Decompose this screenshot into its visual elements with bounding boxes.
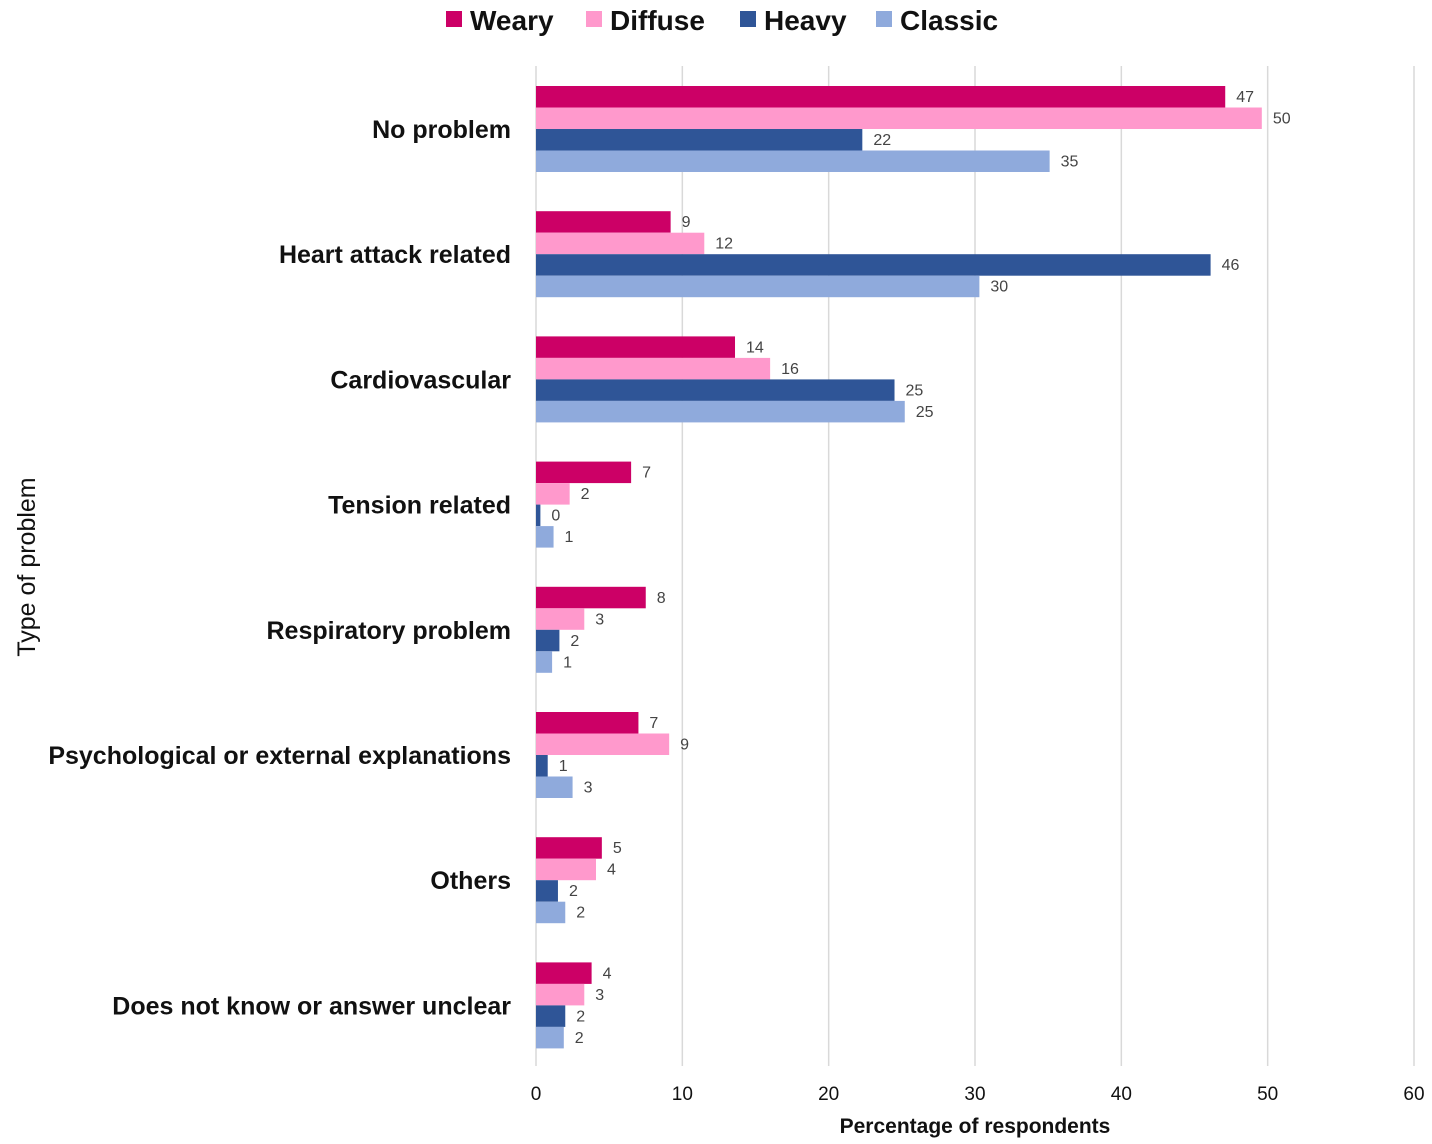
x-tick-label: 20	[818, 1084, 839, 1105]
bar-diffuse	[536, 608, 585, 630]
category-label: Others	[430, 867, 511, 895]
data-label: 2	[575, 1030, 584, 1047]
x-tick-label: 0	[531, 1084, 542, 1105]
data-label: 22	[873, 132, 891, 149]
bar-classic	[536, 526, 554, 548]
bar-diffuse	[536, 107, 1262, 129]
bar-classic	[536, 400, 905, 423]
bar-weary	[536, 461, 632, 484]
data-label: 4	[603, 965, 612, 982]
legend-label-classic: Classic	[900, 5, 998, 36]
bar-classic	[536, 275, 980, 298]
data-label: 35	[1061, 154, 1079, 171]
data-label: 2	[576, 1008, 585, 1025]
legend-label-diffuse: Diffuse	[610, 5, 705, 36]
bar-diffuse	[536, 232, 705, 255]
bar-weary	[536, 86, 1226, 108]
y-axis-title: Type of problem	[13, 477, 41, 656]
data-label: 50	[1273, 111, 1291, 128]
bar-classic	[536, 901, 566, 924]
bar-classic	[536, 651, 553, 673]
data-label: 25	[916, 404, 934, 421]
x-axis-title: Percentage of respondents	[840, 1115, 1111, 1138]
legend-swatch-diffuse	[586, 11, 602, 27]
bar-classic	[536, 1026, 564, 1049]
bar-classic	[536, 776, 573, 798]
data-label: 14	[746, 339, 764, 356]
data-label: 3	[595, 611, 604, 628]
bar-diffuse	[536, 483, 570, 505]
bar-weary	[536, 962, 592, 984]
bar-heavy	[536, 755, 548, 777]
bars	[536, 86, 1262, 1049]
category-label: Respiratory problem	[266, 617, 511, 645]
bar-heavy	[536, 254, 1211, 276]
x-tick-label: 60	[1403, 1084, 1424, 1105]
category-labels: No problem Heart attack related Cardiovasc…	[48, 116, 511, 1020]
bar-weary	[536, 336, 736, 358]
data-label: 3	[595, 987, 604, 1004]
data-label: 47	[1236, 89, 1254, 106]
bar-classic	[536, 150, 1050, 172]
data-label: 1	[559, 758, 568, 775]
legend: Weary Diffuse Heavy Classic	[446, 5, 998, 36]
data-label: 2	[581, 486, 590, 503]
bar-heavy	[536, 1005, 566, 1027]
bar-heavy	[536, 504, 541, 527]
legend-swatch-classic	[876, 11, 892, 27]
bar-weary	[536, 712, 639, 734]
legend-swatch-weary	[446, 11, 462, 27]
legend-label-weary: Weary	[470, 5, 554, 36]
data-label: 30	[990, 279, 1008, 296]
x-tick-label: 40	[1111, 1084, 1132, 1105]
x-tick-labels: 0 10 20 30 40 50 60	[531, 1084, 1425, 1105]
data-label: 0	[551, 508, 560, 525]
data-label: 5	[613, 840, 622, 857]
data-label: 1	[565, 529, 574, 546]
bar-diffuse	[536, 357, 771, 380]
data-label: 9	[682, 214, 691, 231]
data-label: 9	[680, 737, 689, 754]
data-label: 46	[1222, 257, 1240, 274]
category-label: Tension related	[328, 492, 511, 520]
gridlines	[535, 66, 1415, 1066]
legend-swatch-heavy	[740, 11, 756, 27]
bar-diffuse	[536, 733, 670, 755]
bar-diffuse	[536, 983, 585, 1006]
data-label: 1	[563, 654, 572, 671]
data-label: 4	[607, 862, 616, 879]
data-label: 2	[576, 905, 585, 922]
bar-heavy	[536, 880, 558, 902]
data-labels: 4750223591246301416252572018321791354224…	[551, 89, 1290, 1047]
category-label: No problem	[372, 116, 511, 144]
bar-weary	[536, 837, 602, 859]
data-label: 2	[570, 633, 579, 650]
x-tick-label: 30	[964, 1084, 985, 1105]
data-label: 25	[906, 382, 924, 399]
category-label: Does not know or answer unclear	[112, 992, 511, 1020]
bar-heavy	[536, 629, 560, 652]
x-tick-label: 10	[672, 1084, 693, 1105]
category-label: Psychological or external explanations	[48, 742, 511, 770]
data-label: 3	[584, 780, 593, 797]
data-label: 12	[715, 236, 733, 253]
category-label: Heart attack related	[279, 241, 511, 269]
data-label: 2	[569, 883, 578, 900]
legend-label-heavy: Heavy	[764, 5, 847, 36]
bar-heavy	[536, 379, 895, 401]
data-label: 7	[642, 465, 651, 482]
bar-weary	[536, 211, 671, 233]
x-tick-label: 50	[1257, 1084, 1278, 1105]
category-label: Cardiovascular	[330, 366, 511, 394]
bar-diffuse	[536, 858, 596, 881]
data-label: 16	[781, 361, 799, 378]
data-label: 8	[657, 590, 666, 607]
bar-heavy	[536, 129, 863, 151]
data-label: 7	[649, 715, 658, 732]
bar-weary	[536, 586, 646, 609]
